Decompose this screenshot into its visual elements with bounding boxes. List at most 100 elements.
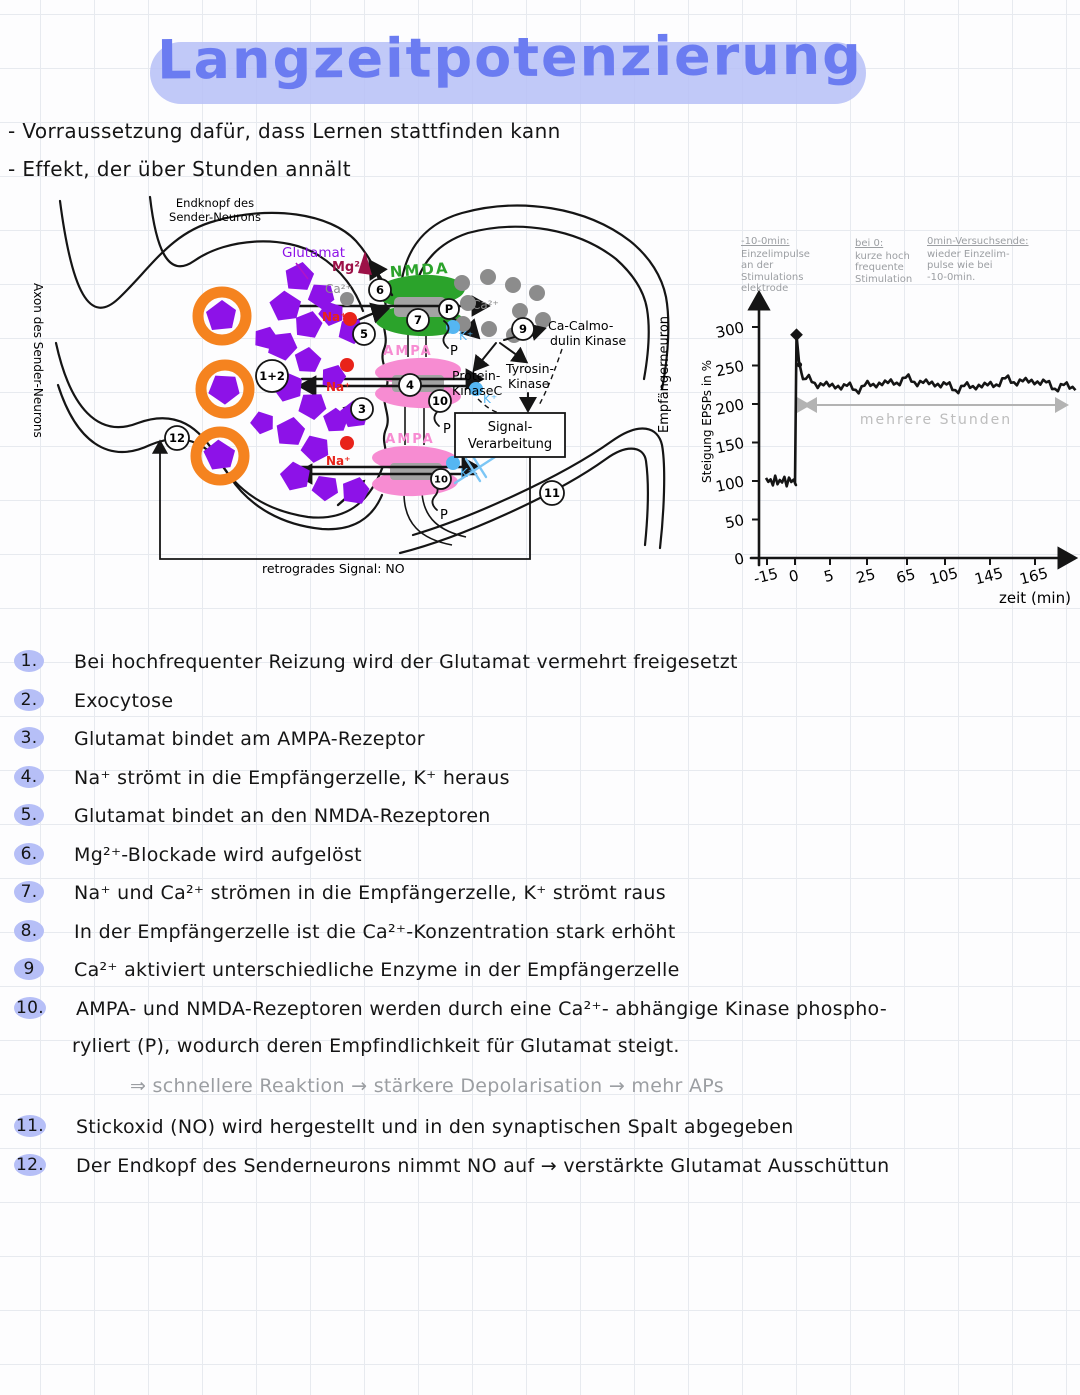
glutamat-pointer xyxy=(295,262,309,280)
step-item: 5. Glutamat bindet an den NMDA-Rezeptoren xyxy=(14,804,1070,843)
vesicle xyxy=(192,286,252,346)
step-marker-4: 4 xyxy=(406,378,414,392)
step-marker-p: P xyxy=(445,302,453,316)
title-highlight xyxy=(150,42,866,104)
empfaengerneuron-label: Empfängerneuron xyxy=(657,316,672,433)
step-text: Stickoxid (NO) wird hergestellt und in d… xyxy=(75,1116,794,1138)
svg-text:5: 5 xyxy=(822,566,836,586)
step-marker-1-2: 1+2 xyxy=(259,369,285,383)
svg-text:145: 145 xyxy=(973,564,1005,588)
step-text: Der Endkopf des Senderneurons nimmt NO a… xyxy=(75,1154,890,1177)
ampa-label: AMPA xyxy=(383,344,432,359)
svg-text:25: 25 xyxy=(854,565,877,587)
annotation-line: Stimulation xyxy=(855,273,913,285)
glutamat-label: Glutamat xyxy=(282,245,345,261)
na-ions xyxy=(340,312,357,450)
step-item: 10. AMPA- und NMDA-Rezeptoren werden durc… xyxy=(14,996,1070,1036)
annotation-line: wieder Einzelim- xyxy=(927,248,1010,260)
chart-dynamic-layer: -15 0 5 25 65 105 145 165 0 50 100 150 200 250 300 xyxy=(714,318,1077,588)
step-number: 10. xyxy=(14,996,46,1019)
annotation-line: Einzelimpulse xyxy=(741,248,810,260)
ampa-label: AMPA xyxy=(385,432,434,447)
step-marker-6: 6 xyxy=(376,283,384,297)
annotation-line: kurze hoch xyxy=(855,250,910,262)
svg-text:50: 50 xyxy=(723,511,745,533)
step-number: 9 xyxy=(14,958,44,980)
page-title-block: Langzeitpotenzierung xyxy=(148,16,872,116)
step-marker-11: 11 xyxy=(544,486,560,500)
step-number: 12. xyxy=(14,1153,46,1176)
svg-text:0: 0 xyxy=(733,549,746,569)
chart-annotation-2: bei 0: kurze hoch frequente Stimulation xyxy=(855,238,935,285)
step-item: 9 Ca²⁺ aktiviert unterschiedliche Enzyme … xyxy=(14,958,1070,997)
step-marker-12: 12 xyxy=(169,431,185,445)
ca-label: Ca²⁺ xyxy=(472,298,499,312)
p-label: P xyxy=(440,508,448,523)
na-label: Na⁺ xyxy=(322,310,346,324)
step-marker-9: 9 xyxy=(519,322,527,336)
nmda-label: NMDA xyxy=(389,259,450,281)
svg-text:100: 100 xyxy=(714,472,746,496)
protein-kinase-label: KinaseC xyxy=(452,383,502,398)
vesicle xyxy=(190,426,250,486)
na-label: Na⁺ xyxy=(326,454,350,468)
retrograde-label: retrogrades Signal: NO xyxy=(262,561,405,576)
chart-annotation-3: 0min-Versuchsende: wieder Einzelim- puls… xyxy=(927,236,1077,283)
step-text: In der Empfängerzelle ist die Ca²⁺-Konze… xyxy=(74,920,676,943)
annotation-line: -10-0min. xyxy=(927,271,976,283)
endknopf-label: Endknopf des xyxy=(176,196,254,210)
step-number: 4. xyxy=(14,765,44,788)
step-marker-3: 3 xyxy=(358,402,366,416)
step-text: Ca²⁺ aktiviert unterschiedliche Enzyme i… xyxy=(74,959,680,981)
kinase-arrows xyxy=(472,323,547,413)
synapse-diagram: NMDA AMPA AMPA xyxy=(31,195,672,576)
svg-text:0: 0 xyxy=(787,566,801,586)
step-marker-10b: 10 xyxy=(434,475,448,486)
mg-label: Mg²⁺ xyxy=(332,260,367,275)
ca-calmodulin-label: Ca-Calmo- xyxy=(548,318,613,333)
annotation-line: frequente xyxy=(855,262,904,273)
tyrosin-kinase-label: Kinase xyxy=(508,376,550,391)
ca-calmodulin-label: dulin Kinase xyxy=(550,333,626,348)
vesicles xyxy=(190,286,255,486)
svg-text:250: 250 xyxy=(714,357,746,381)
consequence-note: ⇒ schnellere Reaktion → stärkere Depolar… xyxy=(130,1075,724,1097)
step-number: 1. xyxy=(14,650,44,672)
step-text-continuation: ryliert (P), wodurch deren Empfindlichke… xyxy=(72,1035,680,1057)
tyrosin-kinase-label: Tyrosin- xyxy=(505,361,554,376)
step-text: Glutamat bindet am AMPA-Rezeptor xyxy=(74,728,425,750)
span-label: mehrere Stunden xyxy=(860,412,1012,428)
intro-bullets: - Vorraussetzung dafür, dass Lernen stat… xyxy=(8,112,561,188)
step-text: Mg²⁺-Blockade wird aufgelöst xyxy=(74,843,362,866)
step-item: 12. Der Endkopf des Senderneurons nimmt N… xyxy=(14,1153,1070,1193)
step-marker-7: 7 xyxy=(414,313,422,327)
ca-label: Ca²⁺ xyxy=(325,282,352,296)
svg-text:105: 105 xyxy=(928,564,960,588)
svg-text:165: 165 xyxy=(1018,564,1050,588)
k-label: K⁺ xyxy=(460,466,474,480)
axon-label: Axon des Sender-Neurons xyxy=(31,283,45,438)
retrograde-signal-path xyxy=(151,439,531,560)
step-number: 2. xyxy=(14,688,44,711)
svg-text:300: 300 xyxy=(714,318,746,342)
step-number: 11. xyxy=(14,1115,46,1137)
mg-block-marker xyxy=(358,251,372,275)
step-item: 3. Glutamat bindet am AMPA-Rezeptor xyxy=(14,727,1070,766)
receptor-stalks xyxy=(403,333,467,546)
svg-text:200: 200 xyxy=(714,395,746,419)
protein-kinase-label: Protein- xyxy=(452,368,500,383)
step-markers: 1+2 3 4 5 6 7 P 9 10 10 11 12 xyxy=(164,278,565,506)
step-text: Na⁺ strömt in die Empfängerzelle, K⁺ her… xyxy=(74,766,510,789)
step-text: AMPA- und NMDA-Rezeptoren werden durch e… xyxy=(75,997,887,1020)
annotation-line: an der xyxy=(741,260,774,271)
step-item: 1. Bei hochfrequenter Reizung wird der Gl… xyxy=(14,650,1070,689)
span-arrow: mehrere Stunden xyxy=(797,397,1069,428)
chart-annotation-1: -10-0min: Einzelimpulse an der Stimulati… xyxy=(741,236,847,295)
na-label: Na⁺ xyxy=(326,380,350,394)
step-number: 3. xyxy=(14,727,44,749)
step-number: 8. xyxy=(14,919,44,942)
signal-processing-box: Signal- Verarbeitung xyxy=(454,412,566,458)
x-axis-label: zeit (min) xyxy=(999,589,1071,607)
postsynaptic-membrane xyxy=(398,204,670,555)
